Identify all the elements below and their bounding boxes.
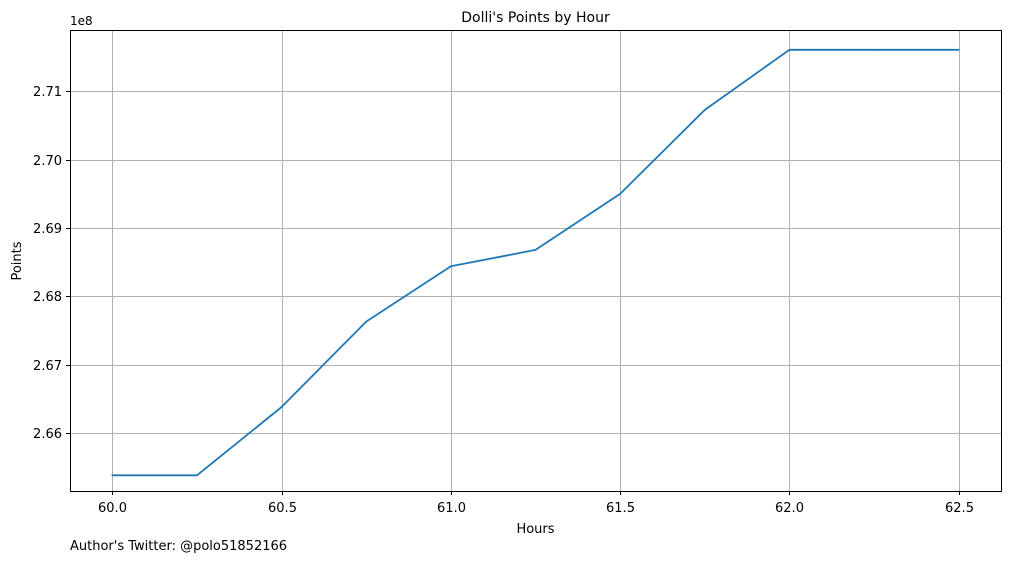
y-tick-label: 2.69 bbox=[33, 222, 62, 237]
series-line bbox=[112, 48, 959, 477]
y-offset-label: 1e8 bbox=[70, 14, 93, 28]
x-tick-label: 60.0 bbox=[98, 501, 127, 516]
data-point bbox=[534, 249, 537, 251]
data-point bbox=[196, 474, 198, 477]
x-tick-label: 61.0 bbox=[437, 501, 466, 516]
x-tick-label: 61.5 bbox=[606, 501, 635, 516]
data-point bbox=[280, 406, 283, 408]
data-point bbox=[873, 48, 875, 51]
chart-title: Dolli's Points by Hour bbox=[461, 10, 610, 26]
y-tick-label: 2.66 bbox=[33, 427, 62, 442]
x-axis-label: Hours bbox=[516, 522, 554, 537]
x-tick-label: 60.5 bbox=[268, 501, 297, 516]
data-point bbox=[450, 265, 452, 268]
footnote: Author's Twitter: @polo51852166 bbox=[70, 539, 287, 554]
y-tick-label: 2.70 bbox=[33, 154, 62, 169]
y-axis-label: Points bbox=[10, 241, 25, 280]
x-tick-label: 62.5 bbox=[945, 501, 974, 516]
y-tick-label: 2.67 bbox=[33, 359, 62, 374]
plot-frame bbox=[70, 30, 1002, 492]
ticks: 60.0 60.5 61.0 61.5 62.0 62.5 2.66 2.67 2.68 2.69… bbox=[33, 85, 974, 516]
data-point bbox=[111, 474, 114, 477]
y-tick-label: 2.68 bbox=[33, 290, 62, 305]
data-point bbox=[703, 109, 706, 111]
data-point bbox=[619, 193, 621, 195]
data-point bbox=[365, 320, 368, 323]
x-tick-label: 62.0 bbox=[775, 501, 804, 516]
series-layer bbox=[111, 48, 960, 477]
data-point bbox=[957, 48, 960, 51]
data-point bbox=[788, 48, 791, 51]
grid bbox=[70, 30, 1001, 491]
y-tick-label: 2.71 bbox=[33, 85, 62, 100]
